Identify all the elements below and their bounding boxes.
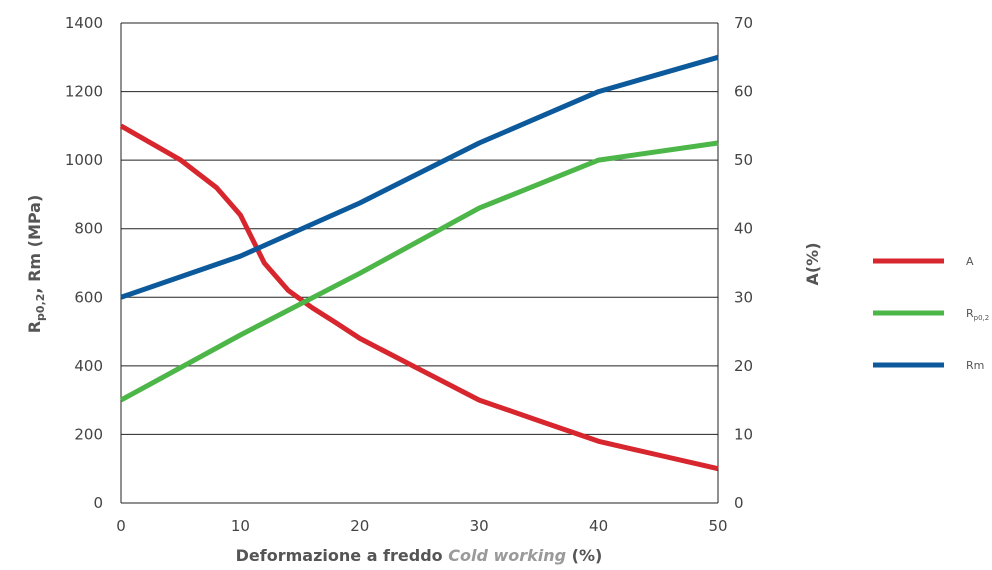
- y-left-tick-label: 1200: [65, 83, 103, 101]
- x-tick-label: 50: [708, 517, 727, 535]
- y-right-tick-label: 50: [734, 151, 753, 169]
- x-tick-label: 30: [470, 517, 489, 535]
- legend: A Rp0,2 Rm: [873, 255, 989, 372]
- legend-label-r-p0-2: Rp0,2: [966, 307, 989, 322]
- y-right-tick-label: 10: [734, 425, 753, 443]
- y-left-tick-label: 600: [74, 288, 103, 306]
- x-tick-label: 20: [350, 517, 369, 535]
- x-tick-labels: 0 10 20 30 40 50: [116, 517, 727, 535]
- y-right-tick-label: 30: [734, 288, 753, 306]
- series-line-r-p0-2: [119, 140, 719, 403]
- y-left-tick-labels: 0 200 400 600 800 1000 1200 1400: [65, 14, 103, 512]
- grid-lines: [121, 22, 718, 504]
- series-line-rm: [120, 54, 719, 300]
- y-left-tick-label: 1000: [65, 151, 103, 169]
- series-lines: [119, 54, 719, 472]
- y-left-tick-label: 800: [74, 220, 103, 238]
- y-right-axis-title: A(%): [803, 242, 822, 285]
- y-left-tick-label: 1400: [65, 14, 103, 32]
- y-right-tick-label: 70: [734, 14, 753, 32]
- y-left-tick-label: 400: [74, 357, 103, 375]
- x-axis-title: Deformazione a freddo Cold working (%): [236, 546, 603, 565]
- y-left-tick-label: 200: [74, 425, 103, 443]
- legend-label-rm: Rm: [966, 359, 984, 372]
- y-left-axis-title: Rp0,2, Rm (MPa): [25, 195, 47, 334]
- y-right-tick-labels: 0 10 20 30 40 50 60 70: [734, 14, 753, 512]
- x-tick-label: 40: [589, 517, 608, 535]
- series-line-a: [119, 123, 719, 472]
- legend-label-a: A: [966, 255, 974, 268]
- y-left-tick-label: 0: [93, 494, 103, 512]
- y-right-tick-label: 60: [734, 83, 753, 101]
- x-tick-label: 0: [116, 517, 126, 535]
- y-right-tick-label: 20: [734, 357, 753, 375]
- y-right-tick-label: 0: [734, 494, 744, 512]
- x-tick-label: 10: [231, 517, 250, 535]
- y-right-tick-label: 40: [734, 220, 753, 238]
